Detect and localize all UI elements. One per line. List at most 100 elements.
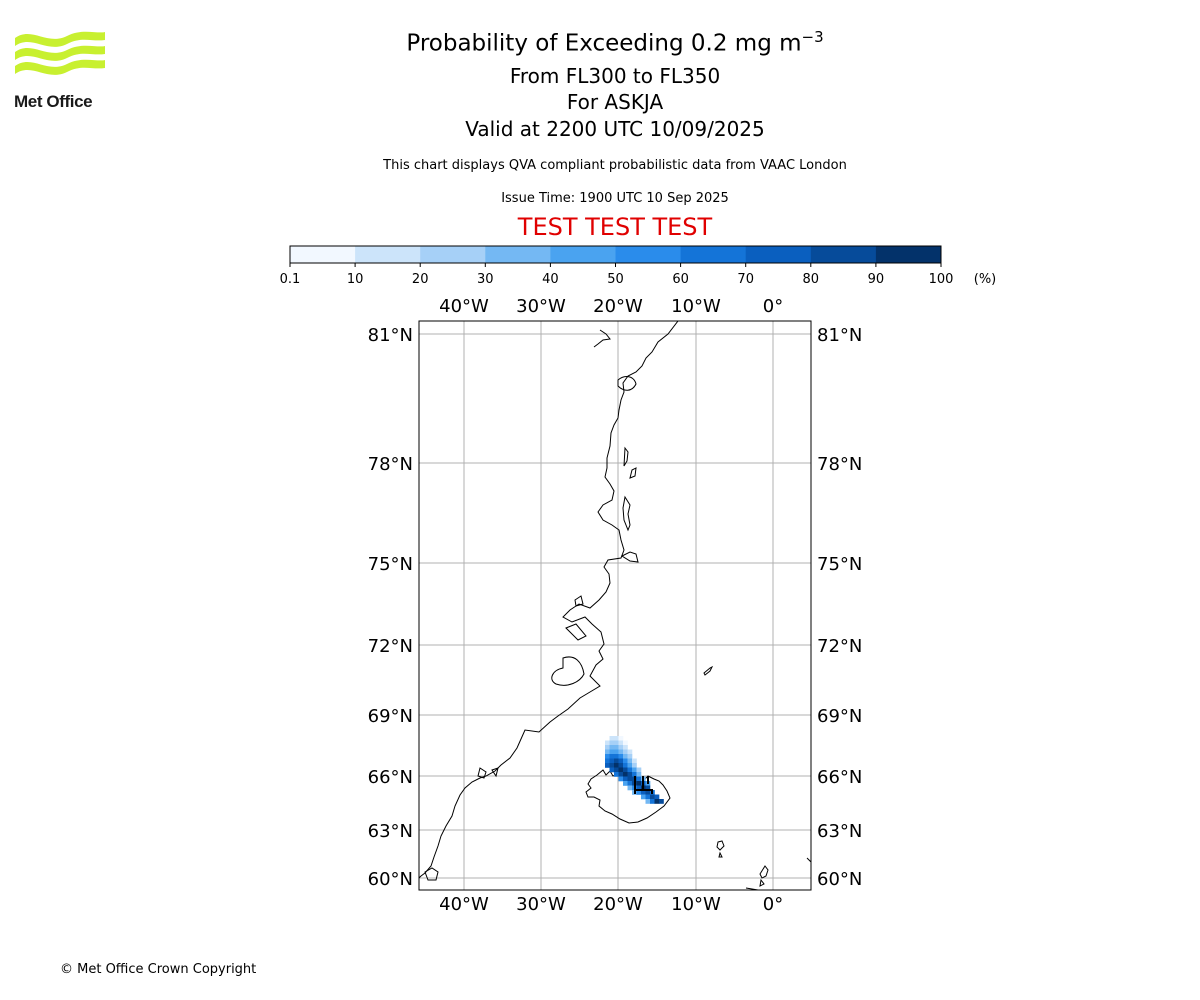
probability-cell (641, 790, 646, 795)
lat-label-right: 75°N (817, 554, 862, 575)
valid-time: Valid at 2200 UTC 10/09/2025 (465, 117, 765, 141)
colorbar-tick-label: 100 (929, 272, 954, 287)
probability-cell (605, 758, 610, 764)
probability-cell (632, 758, 637, 764)
colorbar-tick-label: 50 (607, 272, 624, 287)
probability-cell (609, 754, 615, 759)
probability-cell (609, 736, 615, 741)
faroe-islands (716, 840, 725, 858)
map-background (419, 321, 811, 890)
probability-cell (618, 758, 624, 764)
lat-label-left: 60°N (368, 869, 413, 890)
probability-cell (645, 790, 651, 795)
probability-cell (627, 767, 633, 773)
probability-cell (636, 785, 642, 791)
probability-cell (618, 772, 624, 777)
lon-label-top: 30°W (516, 296, 566, 317)
probability-cell (623, 749, 628, 755)
probability-cell (623, 740, 628, 746)
greenland-south-tip (424, 867, 439, 881)
lon-label-bottom: 10°W (671, 894, 721, 915)
lat-label-right: 66°N (817, 767, 862, 788)
probability-cell (650, 794, 655, 800)
probability-colorbar: 0.1 10 20 30 40 50 60 70 80 90 100 (%) (280, 245, 997, 287)
lat-label-right: 72°N (817, 636, 862, 657)
probability-cell (618, 740, 624, 746)
colorbar-tick-label: 60 (672, 272, 689, 287)
lat-label-right: 81°N (817, 325, 862, 346)
colorbar-tick-label: 20 (412, 272, 429, 287)
probability-cell (623, 745, 628, 750)
title-superscript: −3 (801, 28, 824, 46)
probability-cell (623, 754, 628, 759)
colorbar-segment (420, 246, 486, 263)
probability-cell (632, 763, 637, 768)
probability-cell (605, 763, 610, 768)
probability-cell (627, 785, 633, 791)
probability-cell (614, 767, 619, 773)
greenland-coast-north (593, 329, 611, 348)
probability-cell (623, 758, 628, 764)
probability-cell (605, 740, 610, 746)
lat-label-left: 63°N (368, 821, 413, 842)
greenland-inlet (617, 376, 637, 391)
chart-title: Probability of Exceeding 0.2 mg m−3 (0, 28, 1200, 57)
colorbar-segment (550, 246, 616, 263)
probability-cell (618, 776, 624, 782)
probability-cell (636, 790, 642, 795)
greenland-coastline (419, 321, 679, 879)
probability-cell (605, 745, 610, 750)
issue-time: Issue Time: 1900 UTC 10 Sep 2025 (501, 191, 729, 206)
probability-cell (618, 736, 624, 741)
colorbar-tick-label: 30 (477, 272, 494, 287)
probability-cell (654, 794, 660, 800)
probability-cell (609, 767, 615, 773)
probability-cell (645, 799, 651, 804)
title-text: Probability of Exceeding 0.2 mg m (406, 30, 802, 57)
probability-cell (623, 781, 628, 786)
greenland-islands-3 (620, 551, 639, 563)
probability-cell (618, 745, 624, 750)
probability-cell (614, 758, 619, 764)
colorbar-segment (355, 246, 421, 263)
lon-label-bottom: 30°W (516, 894, 566, 915)
probability-cell (636, 772, 642, 777)
probability-cell (627, 754, 633, 759)
ash-contour-outline (634, 776, 653, 794)
probability-cell (614, 740, 619, 746)
probability-cell (618, 754, 624, 759)
probability-cell (623, 767, 628, 773)
met-office-logo (15, 31, 105, 75)
lat-label-left: 75°N (368, 554, 413, 575)
colorbar-segment (615, 246, 682, 263)
probability-cell (632, 772, 637, 777)
colorbar-tick-label: 10 (347, 272, 364, 287)
probability-cell (627, 772, 633, 777)
probability-cell (645, 794, 651, 800)
probability-cell (614, 745, 619, 750)
probability-cell (636, 767, 642, 773)
lon-label-top: 20°W (593, 296, 643, 317)
lat-label-right: 60°N (817, 869, 862, 890)
lat-label-right: 78°N (817, 454, 862, 475)
colorbar-segment (875, 246, 942, 263)
chart-description: This chart displays QVA compliant probab… (383, 158, 847, 173)
colorbar-unit: (%) (974, 272, 997, 287)
lat-label-left: 81°N (368, 325, 413, 346)
probability-cell (659, 799, 664, 804)
probability-cell (609, 758, 615, 764)
greenland-coast-islands (477, 767, 499, 779)
probability-cell (627, 781, 633, 786)
probability-cell (632, 767, 637, 773)
probability-field (605, 736, 664, 804)
scoresby-sund (551, 656, 585, 686)
lon-label-top: 10°W (671, 296, 721, 317)
probability-cell (609, 763, 615, 768)
probability-cell (645, 785, 651, 791)
subtitle-levels: From FL300 to FL350 (509, 64, 721, 88)
colorbar-segment (290, 246, 356, 263)
lat-label-right: 69°N (817, 706, 862, 727)
colorbar-segment (485, 246, 551, 263)
probability-cell (650, 799, 655, 804)
